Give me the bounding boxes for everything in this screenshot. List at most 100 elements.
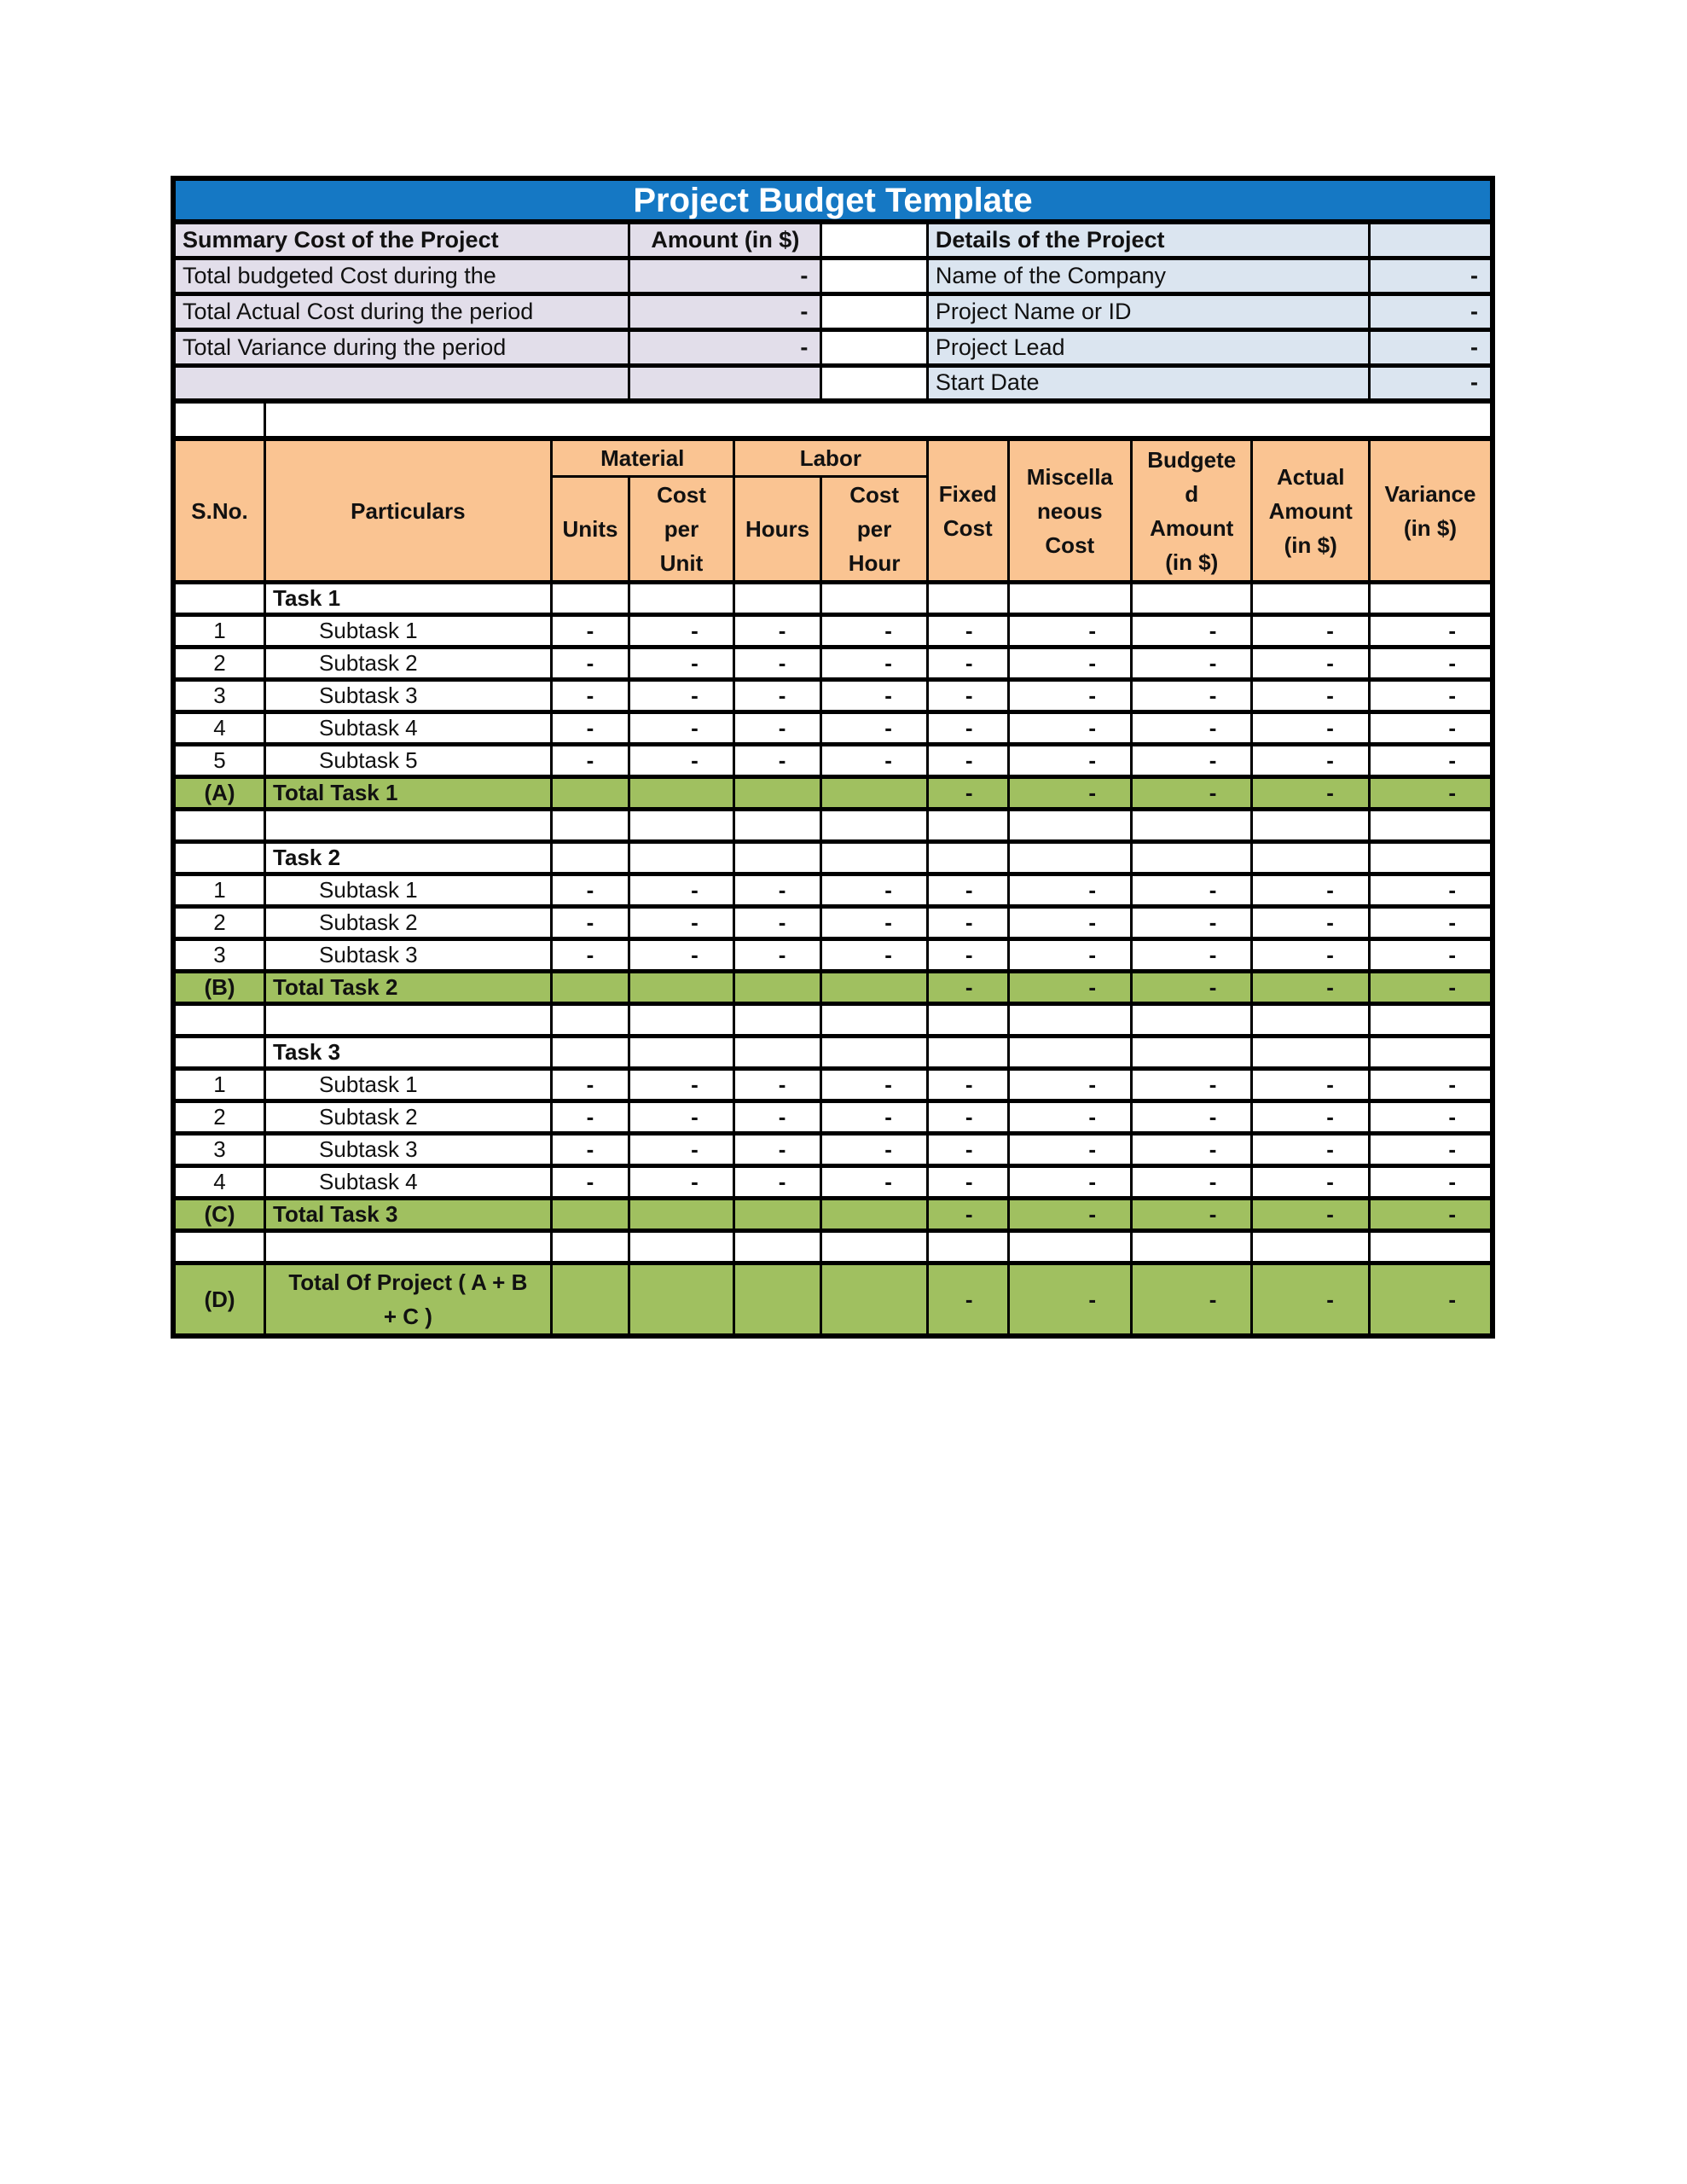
hours-cell[interactable]	[732, 580, 823, 617]
empty-cell[interactable]	[1006, 1002, 1133, 1038]
budgeted-amount-cell[interactable]: -	[1130, 937, 1254, 973]
cost-per-unit-cell[interactable]	[628, 580, 735, 617]
empty-cell[interactable]	[1367, 1002, 1494, 1038]
task-label-cell[interactable]: Task 1	[264, 580, 553, 617]
empty-cell[interactable]	[264, 1002, 553, 1038]
units-cell[interactable]: -	[549, 937, 631, 973]
details-value-cell[interactable]: -	[1367, 255, 1494, 296]
particulars-cell[interactable]: Subtask 3	[264, 677, 553, 714]
gap-cell[interactable]	[820, 255, 929, 296]
budgeted-amount-cell[interactable]: -	[1130, 1099, 1254, 1136]
units-cell[interactable]: -	[549, 1131, 631, 1168]
actual-amount-cell[interactable]: -	[1250, 872, 1371, 909]
particulars-cell[interactable]: Subtask 1	[264, 613, 553, 649]
budgeted-amount-cell[interactable]: -	[1130, 677, 1254, 714]
actual-amount-cell[interactable]: -	[1250, 1099, 1371, 1136]
misc-cost-cell[interactable]	[1006, 839, 1133, 876]
empty-cell[interactable]	[732, 1002, 823, 1038]
particulars-cell[interactable]: Subtask 5	[264, 742, 553, 779]
budgeted-amount-cell[interactable]: -	[1130, 1131, 1254, 1168]
summary-amount-cell[interactable]: -	[628, 255, 823, 296]
empty-cell[interactable]	[925, 1228, 1010, 1265]
cost-per-hour-cell[interactable]	[820, 580, 929, 617]
gap-cell[interactable]	[820, 291, 929, 332]
units-cell[interactable]: -	[549, 742, 631, 779]
misc-cost-cell[interactable]: -	[1006, 613, 1133, 649]
actual-amount-cell[interactable]: -	[1250, 710, 1371, 746]
fixed-cost-cell[interactable]: -	[925, 710, 1010, 746]
particulars-cell[interactable]: Subtask 3	[264, 937, 553, 973]
empty-cell[interactable]	[628, 1002, 735, 1038]
misc-cost-cell[interactable]: -	[1006, 1066, 1133, 1103]
fixed-cost-cell[interactable]: -	[925, 742, 1010, 779]
cost-per-unit-cell[interactable]: -	[628, 1066, 735, 1103]
cost-per-hour-cell[interactable]: -	[820, 710, 929, 746]
fixed-cost-cell[interactable]	[925, 839, 1010, 876]
empty-cell[interactable]	[1130, 1002, 1254, 1038]
actual-amount-cell[interactable]: -	[1250, 645, 1371, 682]
sno-cell[interactable]: 1	[171, 1066, 267, 1103]
empty-cell[interactable]	[264, 807, 553, 844]
hours-cell[interactable]: -	[732, 1099, 823, 1136]
sno-cell[interactable]: 3	[171, 677, 267, 714]
empty-cell[interactable]	[549, 807, 631, 844]
empty-cell[interactable]	[264, 398, 1494, 441]
actual-amount-cell[interactable]: -	[1250, 677, 1371, 714]
cost-per-unit-cell[interactable]: -	[628, 742, 735, 779]
empty-cell[interactable]	[732, 807, 823, 844]
empty-cell[interactable]	[1250, 1228, 1371, 1265]
details-value-cell[interactable]: -	[1367, 291, 1494, 332]
cost-per-unit-cell[interactable]: -	[628, 645, 735, 682]
units-cell[interactable]	[549, 1034, 631, 1071]
particulars-cell[interactable]: Subtask 2	[264, 645, 553, 682]
actual-amount-cell[interactable]	[1250, 580, 1371, 617]
budgeted-amount-cell[interactable]: -	[1130, 1164, 1254, 1200]
fixed-cost-cell[interactable]: -	[925, 677, 1010, 714]
units-cell[interactable]	[549, 839, 631, 876]
particulars-cell[interactable]: Subtask 2	[264, 1099, 553, 1136]
sno-cell[interactable]: 4	[171, 710, 267, 746]
misc-cost-cell[interactable]: -	[1006, 904, 1133, 941]
empty-cell[interactable]	[171, 1228, 267, 1265]
hours-cell[interactable]: -	[732, 937, 823, 973]
empty-cell[interactable]	[628, 807, 735, 844]
cost-per-unit-cell[interactable]	[628, 1034, 735, 1071]
hours-cell[interactable]: -	[732, 677, 823, 714]
sno-cell[interactable]: 2	[171, 645, 267, 682]
cost-per-hour-cell[interactable]: -	[820, 1099, 929, 1136]
cost-per-unit-cell[interactable]: -	[628, 710, 735, 746]
misc-cost-cell[interactable]: -	[1006, 645, 1133, 682]
actual-amount-cell[interactable]: -	[1250, 937, 1371, 973]
fixed-cost-cell[interactable]: -	[925, 1066, 1010, 1103]
empty-cell[interactable]	[1130, 1228, 1254, 1265]
cost-per-hour-cell[interactable]: -	[820, 613, 929, 649]
sno-cell[interactable]: 3	[171, 937, 267, 973]
sno-cell[interactable]: 1	[171, 872, 267, 909]
gap-cell[interactable]	[820, 363, 929, 404]
cost-per-hour-cell[interactable]	[820, 839, 929, 876]
variance-cell[interactable]: -	[1367, 1066, 1494, 1103]
budgeted-amount-cell[interactable]: -	[1130, 613, 1254, 649]
units-cell[interactable]: -	[549, 1164, 631, 1200]
misc-cost-cell[interactable]: -	[1006, 937, 1133, 973]
empty-cell[interactable]	[1006, 1228, 1133, 1265]
misc-cost-cell[interactable]	[1006, 580, 1133, 617]
hours-cell[interactable]: -	[732, 613, 823, 649]
cost-per-unit-cell[interactable]: -	[628, 677, 735, 714]
empty-cell[interactable]	[820, 807, 929, 844]
misc-cost-cell[interactable]: -	[1006, 872, 1133, 909]
hours-cell[interactable]: -	[732, 872, 823, 909]
cost-per-unit-cell[interactable]: -	[628, 1164, 735, 1200]
budgeted-amount-cell[interactable]: -	[1130, 645, 1254, 682]
variance-cell[interactable]: -	[1367, 872, 1494, 909]
empty-cell[interactable]	[549, 1228, 631, 1265]
hours-cell[interactable]: -	[732, 904, 823, 941]
actual-amount-cell[interactable]	[1250, 1034, 1371, 1071]
cost-per-hour-cell[interactable]: -	[820, 1066, 929, 1103]
variance-cell[interactable]: -	[1367, 904, 1494, 941]
fixed-cost-cell[interactable]: -	[925, 872, 1010, 909]
variance-cell[interactable]: -	[1367, 613, 1494, 649]
units-cell[interactable]: -	[549, 1099, 631, 1136]
particulars-cell[interactable]: Subtask 1	[264, 872, 553, 909]
variance-cell[interactable]: -	[1367, 1164, 1494, 1200]
